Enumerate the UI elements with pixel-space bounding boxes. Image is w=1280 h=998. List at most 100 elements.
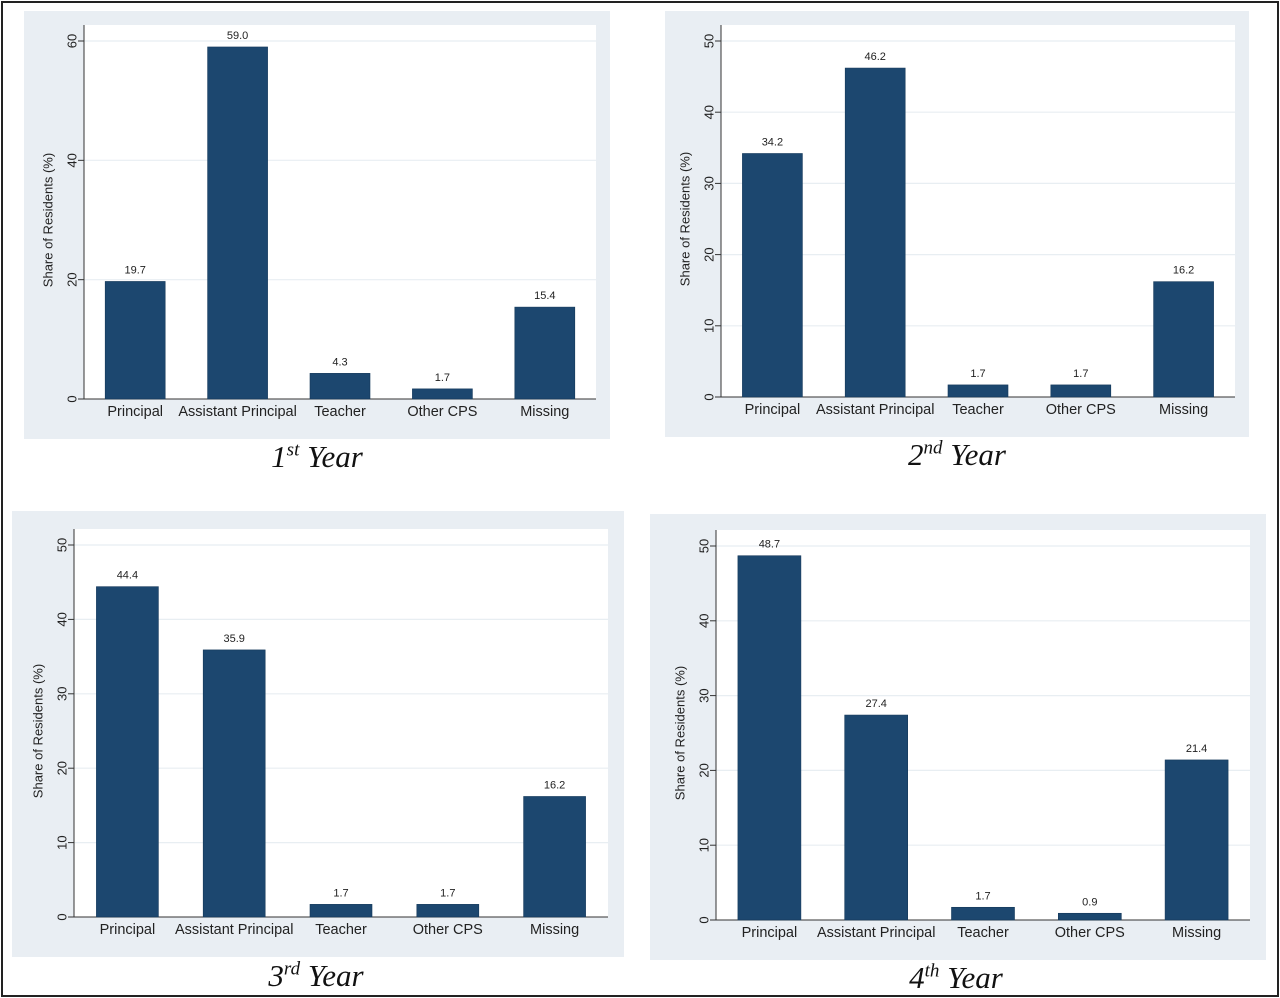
x-tick-label: Principal [100, 922, 156, 938]
y-tick-label: 50 [702, 34, 717, 48]
x-tick-label: Other CPS [413, 922, 483, 938]
data-label: 16.2 [1173, 265, 1194, 277]
y-tick-label: 50 [697, 539, 712, 553]
bar [951, 906, 1015, 921]
bar [844, 714, 908, 921]
y-tick-label: 30 [55, 687, 70, 701]
y-tick-label: 0 [702, 393, 717, 400]
x-tick-label: Teacher [952, 402, 1004, 418]
x-tick-label: Missing [520, 404, 569, 420]
bar [1153, 281, 1214, 398]
y-tick-label: 40 [55, 612, 70, 626]
data-label: 46.2 [864, 51, 885, 63]
x-tick-label: Other CPS [407, 404, 477, 420]
data-label: 59.0 [227, 30, 248, 42]
data-label: 44.4 [117, 570, 138, 582]
bar [202, 649, 266, 918]
y-tick-label: 0 [65, 395, 80, 402]
x-tick-label: Other CPS [1046, 402, 1116, 418]
caption-1st-year: 1st Year [271, 439, 363, 474]
bar [207, 46, 268, 400]
y-tick-label: 0 [697, 916, 712, 923]
data-label: 15.4 [534, 290, 555, 302]
bar [844, 67, 906, 398]
plot-area [84, 25, 596, 399]
bar-chart-1st-year: 0 20 40 60 Share of Residents (%) 19.7 Princip… [24, 11, 610, 439]
data-label: 4.3 [332, 356, 347, 368]
plot-area [721, 25, 1235, 397]
data-label: 35.9 [223, 633, 244, 645]
data-label: 1.7 [435, 372, 450, 384]
chart-panel-1: 0 20 40 60 Share of Residents (%) 19.7 Princip… [24, 11, 610, 439]
bar [416, 904, 480, 918]
x-tick-label: Assistant Principal [816, 402, 934, 418]
y-tick-label: 10 [702, 319, 717, 333]
bar [309, 373, 371, 400]
y-tick-label: 20 [65, 272, 80, 286]
bar [1164, 759, 1229, 921]
x-tick-label: Assistant Principal [817, 925, 935, 941]
chart-panel-4: 0 10 20 30 40 50 Share of Residents (%) 48.7 Pri… [650, 514, 1266, 960]
bar [104, 281, 166, 400]
data-label: 0.9 [1082, 896, 1097, 908]
x-tick-label: Assistant Principal [178, 404, 296, 420]
data-label: 34.2 [762, 136, 783, 148]
bar [96, 586, 159, 918]
y-axis-label: Share of Residents (%) [31, 664, 46, 798]
x-tick-label: Teacher [957, 925, 1009, 941]
data-label: 21.4 [1186, 743, 1207, 755]
y-tick-label: 20 [55, 761, 70, 775]
x-tick-label: Principal [742, 925, 798, 941]
y-tick-label: 20 [702, 247, 717, 261]
bar [514, 306, 576, 400]
bar [1057, 912, 1122, 921]
x-tick-label: Teacher [315, 922, 367, 938]
data-label: 19.7 [124, 264, 145, 276]
bar-chart-2nd-year: 0 10 20 30 40 50 Share of Residents (%) 34.2 Pri… [665, 11, 1249, 437]
caption-2nd-year: 2nd Year [908, 437, 1006, 472]
y-tick-label: 0 [55, 913, 70, 920]
x-tick-label: Principal [745, 402, 801, 418]
y-tick-label: 20 [697, 763, 712, 777]
y-tick-label: 30 [697, 688, 712, 702]
x-tick-label: Other CPS [1055, 925, 1125, 941]
data-label: 1.7 [333, 887, 348, 899]
x-tick-label: Missing [1172, 925, 1221, 941]
chart-panel-3: 0 10 20 30 40 50 Share of Residents (%) 44.4 Pri… [12, 511, 624, 957]
y-tick-label: 30 [702, 176, 717, 190]
y-tick-label: 40 [697, 614, 712, 628]
data-label: 16.2 [544, 779, 565, 791]
bar [947, 384, 1009, 398]
y-tick-label: 40 [65, 153, 80, 167]
plot-area [74, 529, 608, 917]
bar [523, 796, 586, 918]
data-label: 1.7 [1073, 368, 1088, 380]
caption-4th-year: 4th Year [909, 960, 1003, 995]
y-tick-label: 10 [697, 838, 712, 852]
y-tick-label: 60 [65, 34, 80, 48]
x-tick-label: Principal [107, 404, 163, 420]
y-tick-label: 40 [702, 105, 717, 119]
x-tick-label: Teacher [314, 404, 366, 420]
plot-area [716, 530, 1250, 920]
bar-chart-3rd-year: 0 10 20 30 40 50 Share of Residents (%) 44.4 Pri… [12, 511, 624, 957]
data-label: 1.7 [975, 890, 990, 902]
x-tick-label: Missing [530, 922, 579, 938]
y-tick-label: 50 [55, 538, 70, 552]
bar [412, 388, 473, 400]
x-tick-label: Assistant Principal [175, 922, 293, 938]
y-axis-label: Share of Residents (%) [41, 153, 56, 287]
y-axis-label: Share of Residents (%) [678, 152, 693, 286]
bar [1050, 384, 1112, 398]
data-label: 1.7 [440, 887, 455, 899]
y-axis-label: Share of Residents (%) [673, 666, 688, 800]
bar-chart-4th-year: 0 10 20 30 40 50 Share of Residents (%) 48.7 Pri… [650, 514, 1266, 960]
data-label: 27.4 [865, 698, 886, 710]
bar [742, 153, 803, 398]
x-tick-label: Missing [1159, 402, 1208, 418]
data-label: 1.7 [970, 368, 985, 380]
bar [309, 904, 373, 918]
caption-3rd-year: 3rd Year [268, 958, 364, 993]
data-label: 48.7 [759, 539, 780, 551]
